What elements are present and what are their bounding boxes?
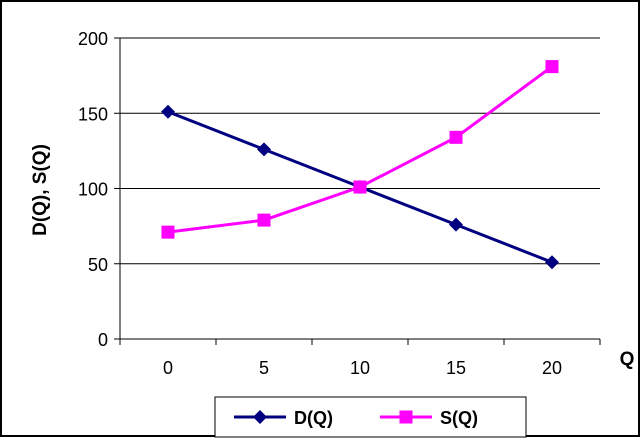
legend-label-dq: D(Q)	[294, 408, 333, 428]
data-point-sq	[449, 130, 463, 144]
series-layer	[161, 60, 559, 270]
y-axis-label: D(Q), S(Q)	[30, 144, 51, 236]
legend: D(Q) S(Q)	[214, 396, 527, 438]
y-tick-label: 0	[98, 330, 108, 350]
data-point-sq	[353, 180, 367, 194]
data-point-sq	[545, 60, 559, 74]
legend-label-sq: S(Q)	[440, 408, 478, 428]
data-point-dq	[257, 142, 271, 157]
x-tick-labels: 0 5 10 15 20	[163, 358, 562, 378]
data-point-sq	[161, 225, 175, 239]
y-tick-label: 50	[88, 255, 108, 275]
data-point-dq	[161, 104, 175, 119]
x-tick-label: 20	[542, 358, 562, 378]
y-tick-labels: 0 50 100 150 200	[78, 29, 108, 350]
y-tick-label: 150	[78, 104, 108, 124]
legend-marker-dq	[253, 410, 267, 424]
y-tick-label: 200	[78, 29, 108, 49]
legend-marker-sq	[399, 410, 413, 424]
x-tick-label: 10	[350, 358, 370, 378]
x-axis-label: Q	[620, 349, 635, 370]
gridlines	[120, 37, 600, 265]
y-tick-label: 100	[78, 180, 108, 200]
axes	[114, 37, 601, 345]
data-point-dq	[449, 217, 463, 232]
x-tick-label: 0	[163, 358, 173, 378]
x-tick-label: 5	[259, 358, 269, 378]
data-point-dq	[545, 255, 559, 270]
series-line-sq	[167, 65, 553, 234]
data-point-sq	[257, 213, 271, 227]
x-tick-label: 15	[446, 358, 466, 378]
series-sq	[161, 60, 559, 239]
